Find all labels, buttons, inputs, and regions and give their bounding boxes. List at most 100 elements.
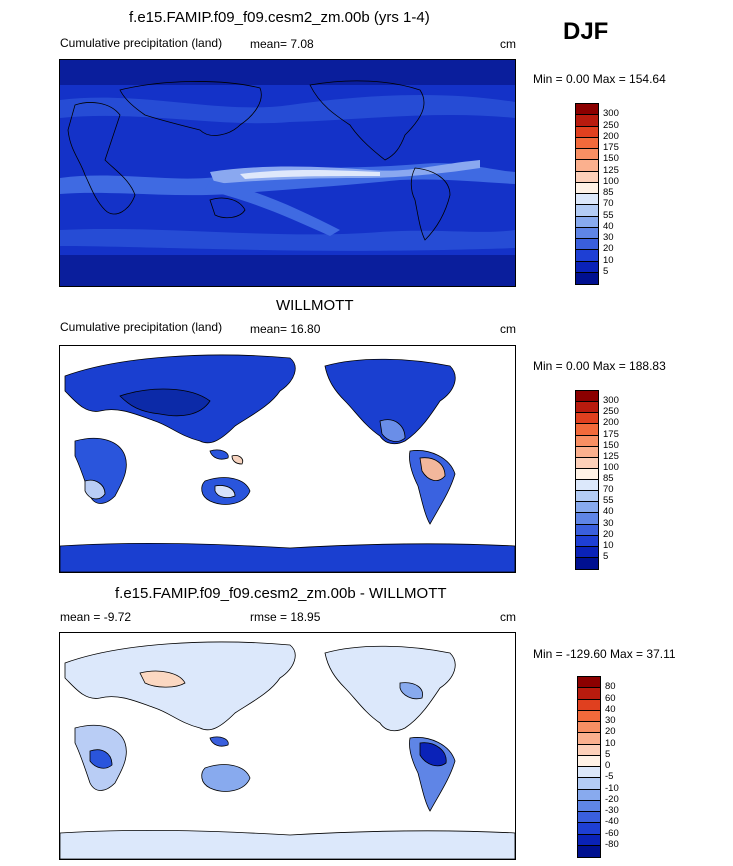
season-label: DJF (563, 18, 609, 45)
colorbar-tick-label: 125 (603, 164, 619, 176)
panel-obs-mean: mean= 16.80 (250, 322, 321, 336)
colorbar-swatch (578, 800, 600, 812)
colorbar-tick-label: 60 (605, 692, 616, 704)
colorbar-swatch (576, 524, 598, 536)
colorbar-tick-label: 55 (603, 495, 614, 507)
colorbar-swatch (578, 845, 600, 857)
panel-model-colorbar-swatches (575, 103, 599, 285)
colorbar-swatch (576, 480, 598, 492)
colorbar-swatch (576, 171, 598, 183)
colorbar-swatch (578, 823, 600, 835)
panel-diff-title: f.e15.FAMIP.f09_f09.cesm2_zm.00b - WILLM… (115, 585, 447, 602)
colorbar-tick-label: 30 (605, 715, 616, 726)
colorbar-tick-label: 175 (603, 142, 619, 153)
colorbar-swatch (576, 272, 598, 284)
panel-model-title: f.e15.FAMIP.f09_f09.cesm2_zm.00b (yrs 1-… (129, 9, 430, 26)
colorbar-swatch (576, 457, 598, 469)
colorbar-tick-label: 300 (603, 395, 619, 407)
panel-diff-units: cm (500, 610, 516, 624)
colorbar-tick-label: -40 (605, 816, 619, 828)
colorbar-tick-label: 5 (603, 265, 609, 277)
colorbar-tick-label: 80 (605, 681, 616, 693)
panel-model-colorbar (575, 103, 599, 285)
colorbar-swatch (578, 688, 600, 700)
colorbar-tick-label: 70 (603, 484, 614, 496)
colorbar-swatch (576, 424, 598, 436)
colorbar-tick-label: 5 (605, 748, 611, 760)
colorbar-tick-label: 40 (603, 220, 614, 232)
panel-diff-minmax: Min = -129.60 Max = 37.11 (533, 647, 676, 661)
colorbar-tick-label: -5 (605, 771, 614, 783)
colorbar-tick-label: 30 (603, 232, 614, 243)
panel-diff-map (59, 632, 516, 860)
colorbar-swatch (576, 413, 598, 425)
colorbar-tick-label: 10 (605, 737, 616, 749)
panel-model-mean: mean= 7.08 (250, 37, 314, 51)
colorbar-tick-label: 250 (603, 406, 619, 418)
colorbar-swatch (576, 104, 598, 116)
colorbar-tick-label: 200 (603, 130, 619, 142)
colorbar-swatch (578, 778, 600, 790)
colorbar-swatch (578, 834, 600, 846)
panel-diff-colorbar-labels: 80 60 40 30 20 10 5 0 -5 -10 -20 -30 -40 -60 -80 (605, 676, 645, 856)
colorbar-tick-label: 175 (603, 428, 619, 440)
colorbar-tick-label: 40 (605, 703, 616, 715)
colorbar-tick-label: 20 (605, 726, 616, 738)
panel-model-units: cm (500, 37, 516, 51)
colorbar-tick-label: 20 (603, 243, 614, 255)
colorbar-swatch (576, 502, 598, 514)
colorbar-swatch (576, 239, 598, 251)
panel-model-variable: Cumulative precipitation (land) (60, 36, 223, 50)
colorbar-swatch (576, 468, 598, 480)
panel-obs-map (59, 345, 516, 573)
colorbar-tick-label: 100 (603, 461, 619, 473)
colorbar-tick-label: -20 (605, 793, 619, 805)
colorbar-tick-label: 300 (603, 108, 619, 120)
panel-model-colorbar-labels: 300 250 200 175 150 125 100 85 70 55 40 30 20 10 5 (603, 103, 643, 283)
colorbar-swatch (576, 216, 598, 228)
panel-diff-colorbar-swatches (577, 676, 601, 858)
colorbar-tick-label: -30 (605, 805, 619, 816)
colorbar-tick-label: 10 (603, 539, 614, 551)
colorbar-tick-label: 250 (603, 119, 619, 131)
panel-obs-minmax: Min = 0.00 Max = 188.83 (533, 359, 666, 373)
panel-obs-title: WILLMOTT (276, 297, 354, 314)
colorbar-tick-label: 200 (603, 417, 619, 429)
colorbar-swatch (578, 733, 600, 745)
colorbar-swatch (576, 261, 598, 273)
colorbar-tick-label: -80 (605, 838, 619, 850)
colorbar-tick-label: 125 (603, 450, 619, 462)
colorbar-tick-label: -60 (605, 827, 619, 839)
colorbar-swatch (576, 546, 598, 558)
panel-model-minmax: Min = 0.00 Max = 154.64 (533, 72, 666, 86)
colorbar-swatch (576, 250, 598, 262)
colorbar-swatch (576, 149, 598, 161)
colorbar-swatch (576, 391, 598, 403)
colorbar-swatch (576, 513, 598, 525)
colorbar-swatch (576, 491, 598, 503)
colorbar-tick-label: -10 (605, 782, 619, 794)
colorbar-swatch (578, 744, 600, 756)
colorbar-swatch (578, 677, 600, 689)
colorbar-swatch (576, 205, 598, 217)
colorbar-swatch (578, 767, 600, 779)
colorbar-swatch (576, 227, 598, 239)
colorbar-swatch (576, 557, 598, 569)
colorbar-tick-label: 55 (603, 209, 614, 221)
colorbar-tick-label: 10 (603, 254, 614, 266)
colorbar-swatch (578, 699, 600, 711)
colorbar-tick-label: 150 (603, 439, 619, 451)
colorbar-swatch (576, 160, 598, 172)
colorbar-tick-label: 0 (605, 760, 611, 771)
panel-model-map (59, 59, 516, 287)
colorbar-swatch (576, 194, 598, 206)
colorbar-tick-label: 85 (603, 187, 614, 198)
colorbar-swatch (578, 812, 600, 824)
colorbar-swatch (576, 446, 598, 458)
colorbar-tick-label: 40 (603, 506, 614, 518)
panel-obs-colorbar (575, 390, 599, 570)
colorbar-tick-label: 30 (603, 517, 614, 529)
colorbar-swatch (576, 402, 598, 414)
colorbar-swatch (578, 755, 600, 767)
colorbar-swatch (578, 710, 600, 722)
